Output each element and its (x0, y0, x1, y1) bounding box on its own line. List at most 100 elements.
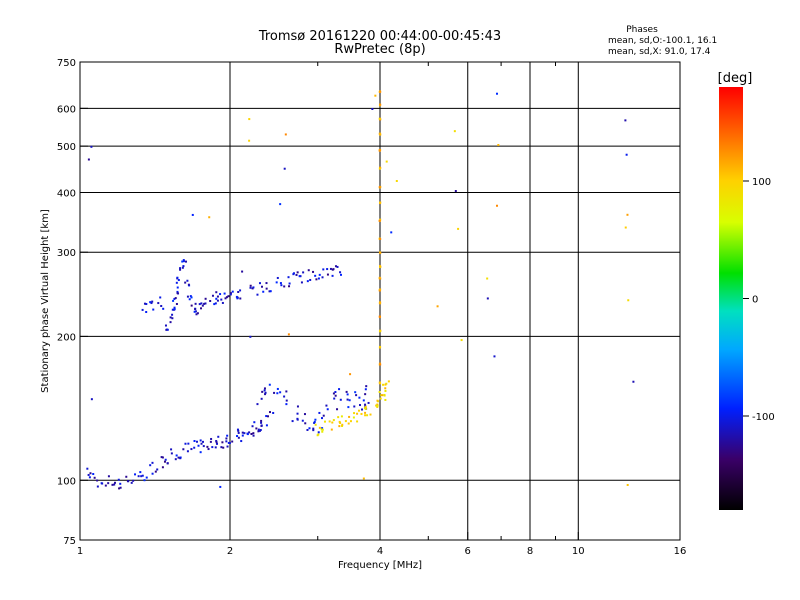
data-point (364, 414, 367, 417)
data-point (331, 274, 334, 277)
data-point (353, 412, 356, 415)
data-point (222, 446, 225, 449)
data-point (347, 422, 350, 425)
data-point (119, 482, 122, 485)
data-point (249, 335, 252, 338)
data-point (256, 403, 259, 406)
data-point (306, 428, 309, 431)
data-point (196, 312, 199, 315)
data-point (287, 276, 290, 279)
data-point (304, 422, 307, 425)
data-point (626, 213, 629, 216)
data-point (252, 432, 255, 435)
data-point (320, 428, 323, 431)
data-point (257, 430, 260, 433)
data-point (378, 251, 381, 254)
data-point (460, 339, 463, 342)
data-point (355, 394, 358, 397)
data-point (170, 448, 173, 451)
data-point (381, 394, 384, 397)
x-tick-label: 16 (674, 546, 687, 557)
axis-ticks: 1 2 4 6 8 10 16 75 100 200 300 400 500 600 750 (57, 58, 686, 557)
data-point (334, 394, 337, 397)
data-point (345, 390, 348, 393)
grid-lines (80, 62, 680, 540)
data-point (497, 144, 500, 147)
data-point (236, 428, 239, 431)
data-point (175, 302, 178, 305)
data-point (385, 160, 388, 163)
data-point (200, 442, 203, 445)
data-point (301, 419, 304, 422)
data-point (143, 302, 146, 305)
data-point (132, 479, 135, 482)
data-point (258, 282, 261, 285)
data-point (303, 413, 306, 416)
data-point (318, 411, 321, 414)
data-point (226, 445, 229, 448)
data-point (152, 308, 155, 311)
data-point (361, 408, 364, 411)
data-point (326, 408, 329, 411)
data-point (378, 346, 381, 349)
data-point (220, 298, 223, 301)
data-point (96, 485, 99, 488)
data-point (216, 442, 219, 445)
data-point (143, 479, 146, 482)
data-point (141, 474, 144, 477)
data-point (215, 439, 218, 442)
x-tick-label: 8 (527, 546, 533, 557)
data-point (378, 219, 381, 222)
data-point (356, 412, 359, 415)
data-point (236, 297, 239, 300)
data-point (296, 418, 299, 421)
data-point (243, 432, 246, 435)
data-point (190, 448, 193, 451)
data-point (362, 477, 365, 480)
data-point (317, 277, 320, 280)
data-point (253, 421, 256, 424)
data-point (317, 433, 320, 436)
data-point (194, 310, 197, 313)
data-point (330, 428, 333, 431)
data-point (256, 293, 259, 296)
y-tick-label: 750 (57, 58, 76, 69)
data-point (284, 133, 287, 136)
y-tick-label: 100 (57, 476, 76, 487)
data-point (338, 425, 341, 428)
data-point (187, 442, 190, 445)
data-point (336, 408, 339, 411)
data-point (378, 149, 381, 152)
data-point (221, 301, 224, 304)
data-point (209, 299, 212, 302)
data-point (390, 231, 393, 234)
x-tick-label: 6 (465, 546, 471, 557)
phases-line-x: mean, sd,X: 91.0, 17.4 (608, 47, 711, 57)
data-point (226, 434, 229, 437)
data-point (255, 427, 258, 430)
data-point (288, 282, 291, 285)
data-point (275, 281, 278, 284)
data-point (265, 415, 268, 418)
data-point (90, 398, 93, 401)
y-axis-label: Stationary phase Virtual Height [km] (40, 209, 51, 393)
data-point (312, 270, 315, 273)
data-point (318, 426, 321, 429)
data-point (177, 279, 180, 282)
data-point (151, 461, 154, 464)
data-point (134, 473, 137, 476)
data-point (162, 307, 165, 310)
data-point (137, 475, 140, 478)
data-point (219, 293, 222, 296)
data-point (364, 388, 367, 391)
data-point (371, 107, 374, 110)
data-point (328, 420, 331, 423)
data-point (259, 428, 262, 431)
data-point (151, 472, 154, 475)
data-point (264, 393, 267, 396)
data-point (237, 436, 240, 439)
data-point (257, 428, 260, 431)
data-point (130, 481, 133, 484)
data-point (332, 419, 335, 422)
data-point (186, 279, 189, 282)
